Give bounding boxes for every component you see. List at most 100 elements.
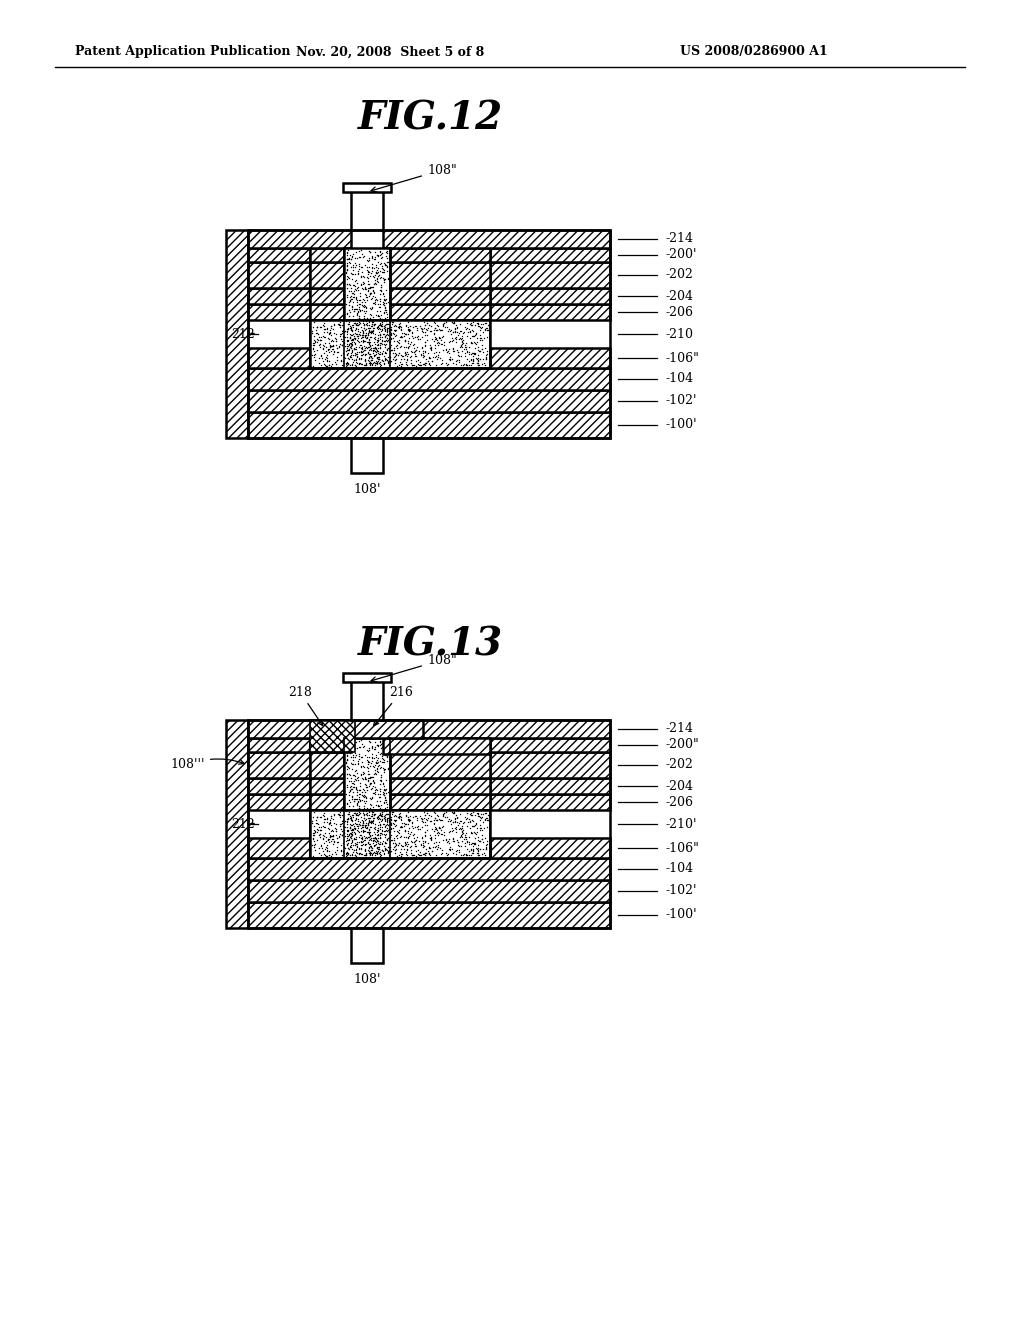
Point (370, 267, 386, 288)
Point (419, 325, 435, 346)
Point (379, 828, 395, 849)
Point (360, 341, 377, 362)
Point (315, 354, 332, 375)
Point (410, 350, 426, 371)
Point (343, 319, 359, 341)
Point (370, 830, 386, 851)
Point (361, 321, 378, 342)
Point (471, 807, 487, 828)
Point (341, 738, 357, 759)
Point (357, 804, 374, 825)
Point (361, 339, 378, 360)
Point (427, 346, 443, 367)
Point (370, 817, 386, 838)
Point (374, 799, 390, 820)
Point (357, 845, 374, 866)
Point (337, 326, 353, 347)
Point (359, 779, 376, 800)
Point (372, 803, 388, 824)
Point (306, 350, 323, 371)
Point (359, 326, 376, 347)
Point (362, 828, 379, 849)
Point (369, 829, 385, 850)
Point (362, 305, 379, 326)
Point (345, 275, 361, 296)
Point (387, 836, 403, 857)
Point (415, 341, 431, 362)
Point (393, 838, 410, 859)
Point (380, 351, 396, 372)
Point (352, 275, 369, 296)
Point (364, 334, 380, 355)
Point (351, 297, 368, 318)
Point (357, 801, 374, 822)
Point (409, 841, 425, 862)
Point (331, 803, 347, 824)
Point (392, 834, 409, 855)
Point (345, 803, 361, 824)
Point (364, 352, 380, 374)
Point (362, 304, 379, 325)
Point (377, 779, 393, 800)
Point (327, 351, 343, 372)
Point (396, 821, 413, 842)
Point (349, 789, 366, 810)
Point (349, 832, 366, 853)
Point (472, 348, 488, 370)
Point (376, 783, 392, 804)
Point (354, 800, 371, 821)
Point (340, 354, 356, 375)
Point (370, 354, 386, 375)
Point (343, 341, 359, 362)
Point (403, 836, 420, 857)
Point (479, 817, 496, 838)
Point (403, 341, 420, 362)
Point (462, 804, 478, 825)
Point (422, 825, 438, 846)
Point (406, 355, 422, 376)
Point (374, 820, 390, 841)
Point (406, 342, 422, 363)
Point (348, 840, 365, 861)
Point (408, 339, 424, 360)
Point (362, 774, 379, 795)
Point (340, 825, 356, 846)
Point (453, 321, 469, 342)
Point (352, 327, 369, 348)
Point (349, 323, 366, 345)
Point (452, 804, 468, 825)
Point (350, 331, 367, 352)
Point (367, 784, 383, 805)
Point (417, 341, 433, 362)
Point (344, 838, 360, 859)
Point (372, 751, 388, 772)
Point (399, 834, 416, 855)
Point (453, 826, 469, 847)
Bar (310, 738, 351, 752)
Point (374, 247, 390, 268)
Point (338, 763, 354, 784)
Point (467, 342, 483, 363)
Point (342, 776, 358, 797)
Point (345, 313, 361, 334)
Point (327, 327, 343, 348)
Point (356, 834, 373, 855)
Point (471, 317, 487, 338)
Point (366, 805, 382, 826)
Point (352, 247, 369, 268)
Point (364, 257, 380, 279)
Point (357, 843, 374, 865)
Point (370, 809, 386, 830)
Point (474, 824, 490, 845)
Point (364, 260, 380, 281)
Point (359, 350, 376, 371)
Point (450, 834, 466, 855)
Point (354, 338, 371, 359)
Point (455, 820, 471, 841)
Point (336, 322, 352, 343)
Point (450, 321, 466, 342)
Point (364, 825, 380, 846)
Text: -200': -200' (665, 248, 696, 261)
Point (469, 842, 485, 863)
Point (377, 743, 393, 764)
